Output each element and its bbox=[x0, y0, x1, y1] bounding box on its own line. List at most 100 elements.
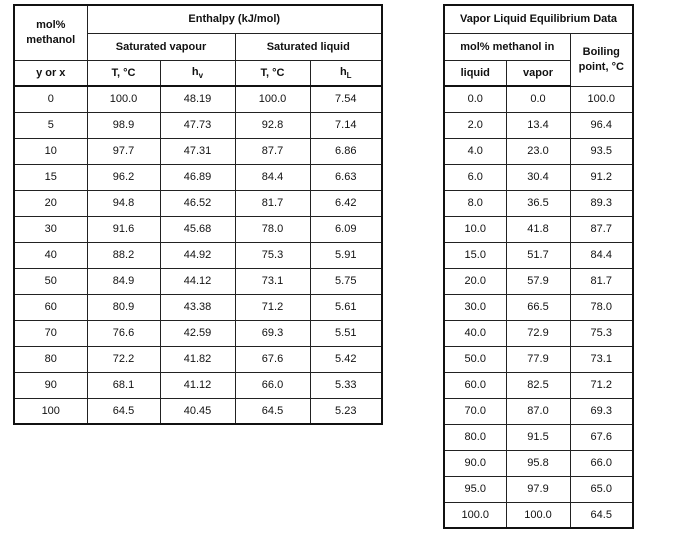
table-cell: 100.0 bbox=[569, 85, 634, 113]
table-cell: 68.1 bbox=[86, 371, 161, 399]
table-row: 30 91.6 45.68 78.0 6.09 bbox=[13, 215, 383, 243]
table-row: 95.0 97.9 65.0 bbox=[443, 475, 634, 503]
table-cell: 66.0 bbox=[234, 371, 311, 399]
table-cell: 80 bbox=[13, 345, 88, 373]
table-cell: 96.2 bbox=[86, 163, 161, 191]
table-cell: 100.0 bbox=[86, 85, 161, 113]
table-row: 20 94.8 46.52 81.7 6.42 bbox=[13, 189, 383, 217]
table-cell: 23.0 bbox=[505, 137, 571, 165]
table-cell: 69.3 bbox=[234, 319, 311, 347]
table-cell: 7.14 bbox=[309, 111, 383, 139]
table-cell: 60 bbox=[13, 293, 88, 321]
table-cell: 50.0 bbox=[443, 345, 507, 373]
table-row: 30.0 66.5 78.0 bbox=[443, 293, 634, 321]
table-cell: 92.8 bbox=[234, 111, 311, 139]
table-row: 90 68.1 41.12 66.0 5.33 bbox=[13, 371, 383, 399]
subscript: L bbox=[346, 70, 352, 80]
table-cell: 98.9 bbox=[86, 111, 161, 139]
column-header: T, °C bbox=[86, 59, 161, 87]
table-cell: 96.4 bbox=[569, 111, 634, 139]
table-cell: 64.5 bbox=[569, 501, 634, 529]
table-cell: 89.3 bbox=[569, 189, 634, 217]
table-cell: 5.61 bbox=[309, 293, 383, 321]
table-cell: 70 bbox=[13, 319, 88, 347]
group-header: Saturated vapour bbox=[86, 32, 236, 61]
table-cell: 41.82 bbox=[159, 345, 236, 373]
table-row: 0 100.0 48.19 100.0 7.54 bbox=[13, 85, 383, 113]
enthalpy-table: mol% methanol Enthalpy (kJ/mol) Saturate… bbox=[13, 4, 383, 425]
table-row: 6.0 30.4 91.2 bbox=[443, 163, 634, 191]
table-cell: 91.2 bbox=[569, 163, 634, 191]
table-row: 90.0 95.8 66.0 bbox=[443, 449, 634, 477]
table-cell: 6.09 bbox=[309, 215, 383, 243]
table-cell: 87.7 bbox=[569, 215, 634, 243]
table-cell: 71.2 bbox=[569, 371, 634, 399]
column-header: T, °C bbox=[234, 59, 311, 87]
table-cell: 60.0 bbox=[443, 371, 507, 399]
table-cell: 6.42 bbox=[309, 189, 383, 217]
table-cell: 67.6 bbox=[234, 345, 311, 373]
table-cell: 87.0 bbox=[505, 397, 571, 425]
table-row: 80 72.2 41.82 67.6 5.42 bbox=[13, 345, 383, 373]
table-cell: 97.9 bbox=[505, 475, 571, 503]
table-row: 40 88.2 44.92 75.3 5.91 bbox=[13, 241, 383, 269]
table-cell: 84.9 bbox=[86, 267, 161, 295]
table-cell: 57.9 bbox=[505, 267, 571, 295]
table-cell: 82.5 bbox=[505, 371, 571, 399]
table-cell: 5.91 bbox=[309, 241, 383, 269]
table-cell: 51.7 bbox=[505, 241, 571, 269]
table-cell: 10 bbox=[13, 137, 88, 165]
table-cell: 40 bbox=[13, 241, 88, 269]
column-header: hL bbox=[309, 59, 383, 87]
table-row: 70.0 87.0 69.3 bbox=[443, 397, 634, 425]
group-header: mol% methanol in bbox=[443, 32, 571, 61]
table-cell: 0.0 bbox=[443, 85, 507, 113]
table-cell: 41.12 bbox=[159, 371, 236, 399]
table-cell: 94.8 bbox=[86, 189, 161, 217]
vle-table: Vapor Liquid Equilibrium Data mol% metha… bbox=[443, 4, 635, 529]
table-cell: 100.0 bbox=[443, 501, 507, 529]
table-cell: 76.6 bbox=[86, 319, 161, 347]
table-cell: 64.5 bbox=[86, 397, 161, 425]
table-cell: 40.45 bbox=[159, 397, 236, 425]
table-cell: 5.33 bbox=[309, 371, 383, 399]
table-cell: 91.6 bbox=[86, 215, 161, 243]
table-cell: 90 bbox=[13, 371, 88, 399]
group-header: Saturated liquid bbox=[234, 32, 383, 61]
table-row: 70 76.6 42.59 69.3 5.51 bbox=[13, 319, 383, 347]
table-cell: 71.2 bbox=[234, 293, 311, 321]
table-cell: 100.0 bbox=[234, 85, 311, 113]
table-row: 5 98.9 47.73 92.8 7.14 bbox=[13, 111, 383, 139]
table-cell: 95.0 bbox=[443, 475, 507, 503]
table-row: 60 80.9 43.38 71.2 5.61 bbox=[13, 293, 383, 321]
table-cell: 81.7 bbox=[569, 267, 634, 295]
table-cell: 100.0 bbox=[505, 501, 571, 529]
table-cell: 30.0 bbox=[443, 293, 507, 321]
subscript: v bbox=[198, 70, 204, 80]
table-cell: 36.5 bbox=[505, 189, 571, 217]
table-row: 60.0 82.5 71.2 bbox=[443, 371, 634, 399]
table-cell: 20 bbox=[13, 189, 88, 217]
table-row: 15 96.2 46.89 84.4 6.63 bbox=[13, 163, 383, 191]
table-cell: 0.0 bbox=[505, 85, 571, 113]
table-cell: 100 bbox=[13, 397, 88, 425]
table-cell: 5.75 bbox=[309, 267, 383, 295]
table-row: 2.0 13.4 96.4 bbox=[443, 111, 634, 139]
table-row: 40.0 72.9 75.3 bbox=[443, 319, 634, 347]
table-title: Enthalpy (kJ/mol) bbox=[86, 4, 383, 34]
table-row: 10 97.7 47.31 87.7 6.86 bbox=[13, 137, 383, 165]
table-cell: 64.5 bbox=[234, 397, 311, 425]
table-cell: 40.0 bbox=[443, 319, 507, 347]
table-cell: 44.12 bbox=[159, 267, 236, 295]
table-row: 15.0 51.7 84.4 bbox=[443, 241, 634, 269]
table-row: 100 64.5 40.45 64.5 5.23 bbox=[13, 397, 383, 425]
column-header: y or x bbox=[13, 59, 88, 87]
corner-header: mol% methanol bbox=[13, 4, 88, 61]
symbol: h bbox=[339, 65, 347, 78]
table-cell: 75.3 bbox=[234, 241, 311, 269]
table-cell: 75.3 bbox=[569, 319, 634, 347]
table-cell: 5.42 bbox=[309, 345, 383, 373]
table-cell: 65.0 bbox=[569, 475, 634, 503]
table-cell: 5 bbox=[13, 111, 88, 139]
table-cell: 15.0 bbox=[443, 241, 507, 269]
